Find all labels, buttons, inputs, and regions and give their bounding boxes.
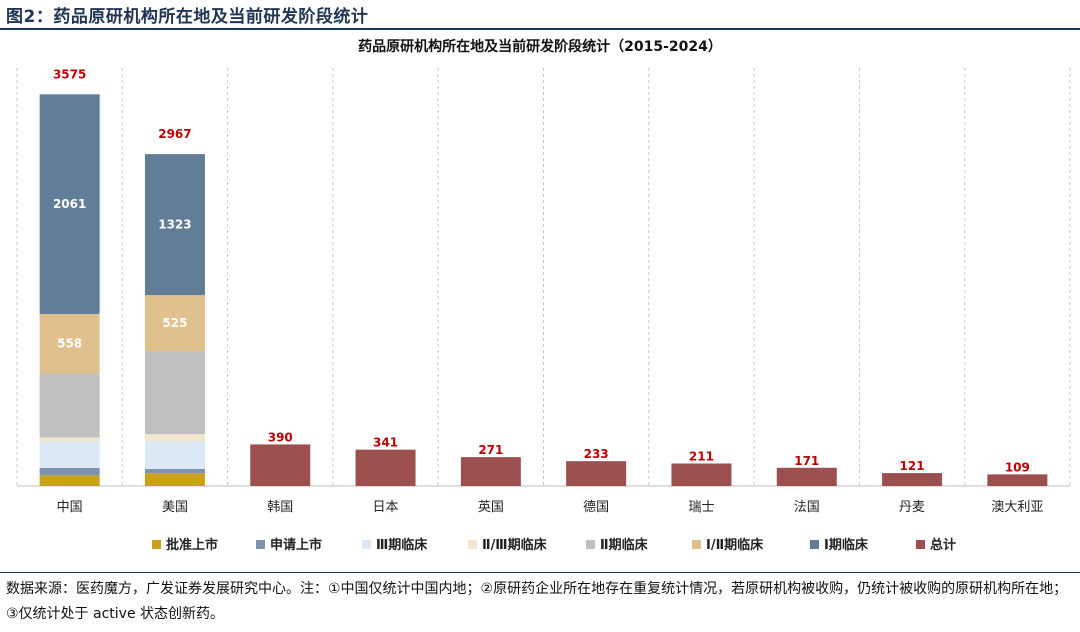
category-label: 中国	[57, 500, 83, 515]
bar-segment	[144, 351, 205, 435]
total-value-label: 109	[1005, 460, 1030, 474]
bar-segment	[39, 441, 100, 468]
legend-swatch	[586, 540, 595, 549]
bar-segment	[39, 313, 100, 374]
bar-segment	[144, 468, 205, 474]
total-bar	[566, 461, 627, 486]
total-bar	[250, 444, 311, 486]
chart: 药品原研机构所在地及当前研发阶段统计（2015-2024） 558 2061 357…	[16, 38, 1071, 553]
bar-segment	[144, 154, 205, 296]
segment-value-label: 2061	[53, 197, 86, 211]
legend-swatch	[468, 540, 477, 549]
total-bar	[355, 449, 416, 486]
legend-label: Ⅰ/Ⅱ期临床	[706, 537, 764, 553]
legend-swatch	[692, 540, 701, 549]
source-note: 数据来源：医药魔方，广发证券发展研究中心。注：①中国仅统计中国内地；②原研药企业…	[6, 581, 1068, 622]
chart-title: 药品原研机构所在地及当前研发阶段统计（2015-2024）	[358, 38, 722, 55]
legend-label: 批准上市	[166, 537, 218, 553]
legend-swatch	[152, 540, 161, 549]
legend-label: 总计	[930, 537, 956, 553]
bar-segment	[144, 441, 205, 469]
segment-value-label: 525	[162, 316, 187, 330]
legend-label: Ⅲ期临床	[376, 537, 428, 553]
total-value-label: 2967	[158, 127, 191, 141]
legend-label: 申请上市	[270, 537, 322, 553]
figure-title: 图2：药品原研机构所在地及当前研发阶段统计	[6, 7, 369, 27]
legend: 批准上市 申请上市 Ⅲ期临床 Ⅱ/Ⅲ期临床 Ⅱ期临床 Ⅰ/Ⅱ期临床 Ⅰ期临床 总计	[152, 537, 956, 553]
total-value-label: 341	[373, 436, 398, 450]
category-label: 法国	[794, 500, 820, 515]
bar-segment	[39, 373, 100, 438]
total-value-label: 171	[794, 454, 819, 468]
top-rule	[0, 28, 1080, 30]
bar-segment	[144, 295, 205, 352]
bar-segment	[39, 467, 100, 476]
category-label: 澳大利亚	[991, 499, 1043, 515]
segment-value-label: 558	[57, 337, 82, 351]
legend-label: Ⅱ/Ⅲ期临床	[482, 537, 548, 553]
bar-segment	[144, 434, 205, 442]
total-value-label: 233	[584, 447, 609, 461]
bar-segment	[39, 94, 100, 314]
total-bar	[882, 473, 943, 486]
total-value-label: 121	[900, 459, 925, 473]
total-bar	[987, 474, 1048, 486]
category-label: 瑞士	[688, 500, 714, 515]
total-bar	[460, 457, 521, 486]
total-value-label: 390	[268, 430, 293, 444]
total-value-label: 3575	[53, 67, 86, 81]
legend-swatch	[256, 540, 265, 549]
bottom-rule	[0, 572, 1080, 573]
bar-segment	[39, 437, 100, 442]
segment-value-label: 1323	[158, 218, 191, 232]
category-label: 美国	[162, 500, 188, 515]
legend-swatch	[916, 540, 925, 549]
legend-swatch	[362, 540, 371, 549]
category-label: 英国	[478, 500, 504, 515]
category-label: 丹麦	[899, 500, 925, 515]
legend-label: Ⅱ期临床	[600, 537, 649, 553]
total-value-label: 211	[689, 450, 714, 464]
total-bar	[776, 467, 837, 486]
total-value-label: 271	[478, 443, 503, 457]
legend-swatch	[810, 540, 819, 549]
bars	[39, 94, 1048, 486]
total-bar	[671, 463, 732, 486]
legend-label: Ⅰ期临床	[824, 537, 869, 553]
bar-segment	[144, 473, 205, 486]
data-labels: 558 2061 3575 525 1323 2967 390 341 271 233 211 171…	[53, 67, 1030, 474]
category-label: 韩国	[267, 500, 293, 515]
category-label: 德国	[583, 500, 609, 515]
bar-segment	[39, 475, 100, 486]
category-label: 日本	[373, 500, 399, 515]
category-labels: 中国 美国 韩国 日本 英国 德国 瑞士 法国 丹麦 澳大利亚	[57, 499, 1044, 515]
